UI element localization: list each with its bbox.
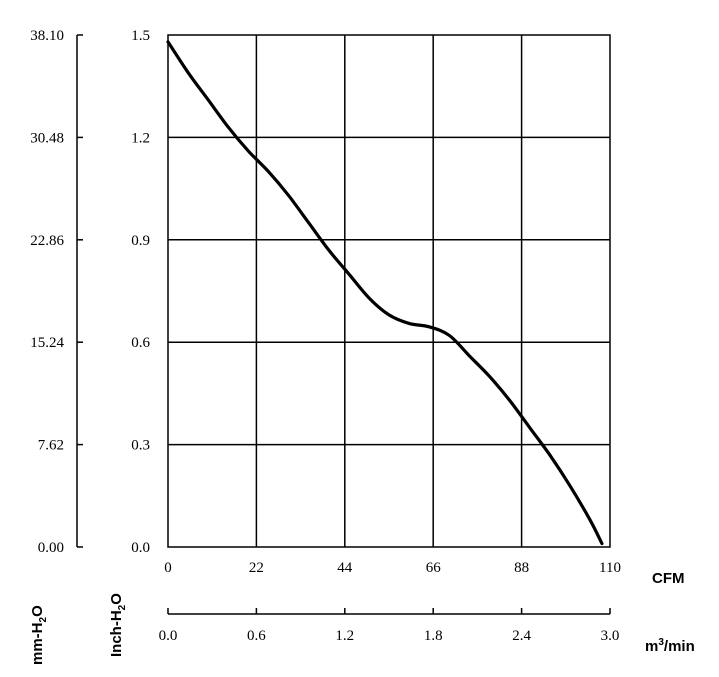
x-primary-tick-label: 44: [337, 560, 353, 576]
plot-frame: [167, 34, 611, 548]
y-secondary-label-sub: 2: [38, 616, 49, 622]
x-secondary-tick-label: 0.6: [247, 628, 266, 644]
series-layer: [166, 40, 604, 546]
y-secondary-tick-label: 30.48: [30, 130, 64, 146]
y-secondary-tick-label: 22.86: [30, 233, 64, 249]
x-secondary-tick-label: 3.0: [601, 628, 620, 644]
x-secondary-unit-base: m: [645, 638, 658, 655]
x-secondary-tick-label: 2.4: [512, 628, 531, 644]
y-secondary-tick-label: 7.62: [38, 438, 64, 454]
x-primary-tick-label: 88: [514, 560, 529, 576]
tick-labels: 0 22 44 66 88 1100.00.30.60.91.21.50.007.6215…: [30, 28, 621, 644]
y-secondary-axis-label: mm-H2O: [29, 605, 49, 665]
y-primary-label-sub: 2: [117, 604, 128, 610]
x-secondary-tick-label: 1.2: [335, 628, 354, 644]
y-secondary-label-tail: O: [29, 605, 46, 617]
grid: [167, 34, 611, 548]
y-secondary-tick-label: 0.00: [38, 540, 64, 556]
y-primary-tick-label: 0.6: [131, 335, 150, 351]
x-primary-tick-label: 0: [164, 560, 172, 576]
x-secondary-tick-label: 0.0: [159, 628, 178, 644]
y-primary-label-tail: O: [108, 593, 125, 605]
x-primary-unit-label: CFM: [652, 570, 685, 587]
y-primary-tick-label: 0.0: [131, 540, 150, 556]
x-secondary-tick-label: 1.8: [424, 628, 443, 644]
x-secondary-unit-sup: 3: [658, 637, 664, 648]
y-primary-tick-label: 1.2: [131, 130, 150, 146]
y-primary-tick-label: 0.9: [131, 233, 150, 249]
axes: [76, 34, 611, 615]
y-primary-tick-label: 1.5: [131, 28, 150, 44]
y-primary-axis-label: Inch-H2O: [108, 593, 128, 657]
y-secondary-tick-label: 15.24: [30, 335, 64, 351]
x-secondary-unit-label: m3/min: [645, 637, 695, 655]
x-primary-tick-label: 66: [426, 560, 442, 576]
y-primary-label-base: Inch-H: [108, 610, 125, 657]
x-secondary-unit-tail: /min: [664, 638, 695, 655]
x-primary-tick-label: 110: [599, 560, 621, 576]
y-secondary-tick-label: 38.10: [30, 28, 64, 44]
y-secondary-label-base: mm-H: [29, 622, 46, 665]
series-line: [166, 40, 604, 546]
x-primary-tick-label: 22: [249, 560, 264, 576]
y-primary-tick-label: 0.3: [131, 438, 150, 454]
